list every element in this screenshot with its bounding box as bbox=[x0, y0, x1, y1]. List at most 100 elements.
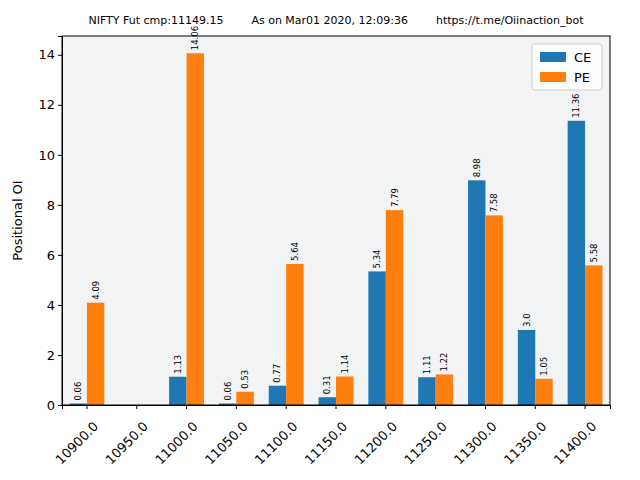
x-tick-mark bbox=[585, 405, 586, 409]
x-tick: 10900.0 bbox=[53, 405, 102, 467]
y-tick-label: 4 bbox=[47, 298, 55, 313]
x-tick-label: 11200.0 bbox=[351, 419, 400, 468]
x-tick: 11200.0 bbox=[351, 405, 400, 467]
y-tick: 2 bbox=[47, 348, 62, 363]
y-tick: 12 bbox=[38, 97, 62, 112]
x-tick-label: 11000.0 bbox=[152, 419, 201, 468]
x-tick-label: 11250.0 bbox=[401, 419, 450, 468]
x-tick: 11100.0 bbox=[252, 405, 301, 467]
legend-label: PE bbox=[574, 70, 590, 85]
x-tick-label: 11050.0 bbox=[202, 419, 251, 468]
bar bbox=[336, 376, 353, 405]
x-tick-mark bbox=[136, 405, 137, 409]
title: NIFTY Fut cmp:11149.15 As on Mar01 2020,… bbox=[88, 14, 584, 27]
y-tick: 4 bbox=[47, 298, 62, 313]
x-tick-label: 11300.0 bbox=[451, 419, 500, 468]
data-label: 5.34 bbox=[372, 249, 382, 268]
x-tick: 11350.0 bbox=[501, 405, 550, 467]
data-label: 5.58 bbox=[589, 243, 599, 262]
y-tick: 6 bbox=[47, 248, 62, 263]
data-label: 7.79 bbox=[390, 188, 400, 207]
legend-label: CE bbox=[574, 50, 591, 65]
data-label: 14.06 bbox=[190, 26, 200, 50]
y-tick-label: 14 bbox=[38, 47, 55, 62]
y-tick: 8 bbox=[47, 198, 62, 213]
legend-swatch bbox=[540, 52, 566, 62]
data-label: 1.05 bbox=[539, 357, 549, 376]
legend: CE PE bbox=[532, 44, 602, 90]
x-tick-mark bbox=[535, 405, 536, 409]
x-tick-label: 11400.0 bbox=[551, 419, 600, 468]
y-tick-mark bbox=[58, 405, 62, 406]
x-tick-mark bbox=[336, 405, 337, 409]
y-tick-mark bbox=[58, 305, 62, 306]
bar bbox=[418, 377, 435, 405]
y-tick-mark bbox=[58, 355, 62, 356]
y-tick-label: 12 bbox=[38, 97, 55, 112]
x-tick: 11250.0 bbox=[401, 405, 450, 467]
y-tick-mark bbox=[58, 205, 62, 206]
y-tick-label: 2 bbox=[47, 348, 55, 363]
x-tick: 11150.0 bbox=[302, 405, 351, 467]
bar bbox=[187, 53, 204, 405]
x-tick-label: 11100.0 bbox=[252, 419, 301, 468]
bar bbox=[169, 377, 186, 405]
data-label: 4.09 bbox=[91, 281, 101, 300]
data-label: 0.53 bbox=[240, 370, 250, 389]
y-tick-label: 10 bbox=[38, 147, 55, 162]
y-tick: 10 bbox=[38, 147, 62, 162]
bar bbox=[319, 397, 336, 405]
plot-frame bbox=[62, 36, 610, 405]
y-tick-label: 8 bbox=[47, 198, 55, 213]
bar bbox=[585, 265, 602, 405]
y-axis: 0 2 4 6 8 10 12 14 bbox=[38, 37, 62, 413]
x-axis-line bbox=[63, 406, 611, 410]
y-tick: 0 bbox=[47, 398, 62, 413]
data-label: 8.98 bbox=[472, 158, 482, 177]
data-labels: 0.06 1.13 0.06 0.77 0.31 5.34 1.11 8.98 3.0 11.36… bbox=[73, 26, 599, 401]
plot-background bbox=[62, 36, 610, 405]
data-label: 3.0 bbox=[522, 313, 532, 327]
data-label: 0.77 bbox=[272, 364, 282, 383]
bar bbox=[368, 271, 385, 405]
bar bbox=[87, 303, 104, 405]
x-tick-label: 11150.0 bbox=[302, 419, 351, 468]
data-label: 1.22 bbox=[439, 353, 449, 372]
legend-swatch bbox=[540, 72, 566, 82]
x-tick-label: 11350.0 bbox=[501, 419, 550, 468]
x-tick-mark bbox=[236, 405, 237, 409]
bar bbox=[535, 379, 552, 405]
x-tick-label: 10900.0 bbox=[53, 419, 102, 468]
x-tick: 11000.0 bbox=[152, 405, 201, 467]
data-label: 1.11 bbox=[422, 355, 432, 374]
data-label: 7.58 bbox=[489, 193, 499, 212]
y-tick-mark bbox=[58, 255, 62, 256]
y-tick-label: 0 bbox=[47, 398, 55, 413]
data-label: 0.31 bbox=[322, 375, 332, 394]
y-tick-mark bbox=[58, 155, 62, 156]
y-tick-label: 6 bbox=[47, 248, 55, 263]
y-axis-line bbox=[58, 37, 63, 406]
bar bbox=[386, 210, 403, 405]
data-label: 0.06 bbox=[223, 382, 233, 401]
y-tick-mark bbox=[58, 55, 62, 56]
x-tick-mark bbox=[485, 405, 486, 409]
y-tick: 14 bbox=[38, 47, 62, 62]
data-label: 0.06 bbox=[73, 382, 83, 401]
plot: 0.06 1.13 0.06 0.77 0.31 5.34 1.11 8.98 3.0 11.36… bbox=[38, 26, 610, 467]
data-label: 5.64 bbox=[290, 242, 300, 261]
data-label: 11.36 bbox=[571, 93, 581, 117]
bar bbox=[436, 374, 453, 405]
y-tick-mark bbox=[58, 105, 62, 106]
chart: 0.06 1.13 0.06 0.77 0.31 5.34 1.11 8.98 3.0 11.36… bbox=[0, 0, 640, 480]
legend-item: CE bbox=[540, 50, 591, 65]
x-tick-mark bbox=[385, 405, 386, 409]
data-label: 1.13 bbox=[173, 355, 183, 374]
x-tick: 10950.0 bbox=[102, 405, 151, 467]
bar bbox=[518, 330, 535, 405]
x-tick-mark bbox=[286, 405, 287, 409]
legend-item: PE bbox=[540, 70, 590, 85]
x-tick-mark bbox=[186, 405, 187, 409]
bar bbox=[568, 121, 585, 405]
bar bbox=[286, 264, 303, 405]
